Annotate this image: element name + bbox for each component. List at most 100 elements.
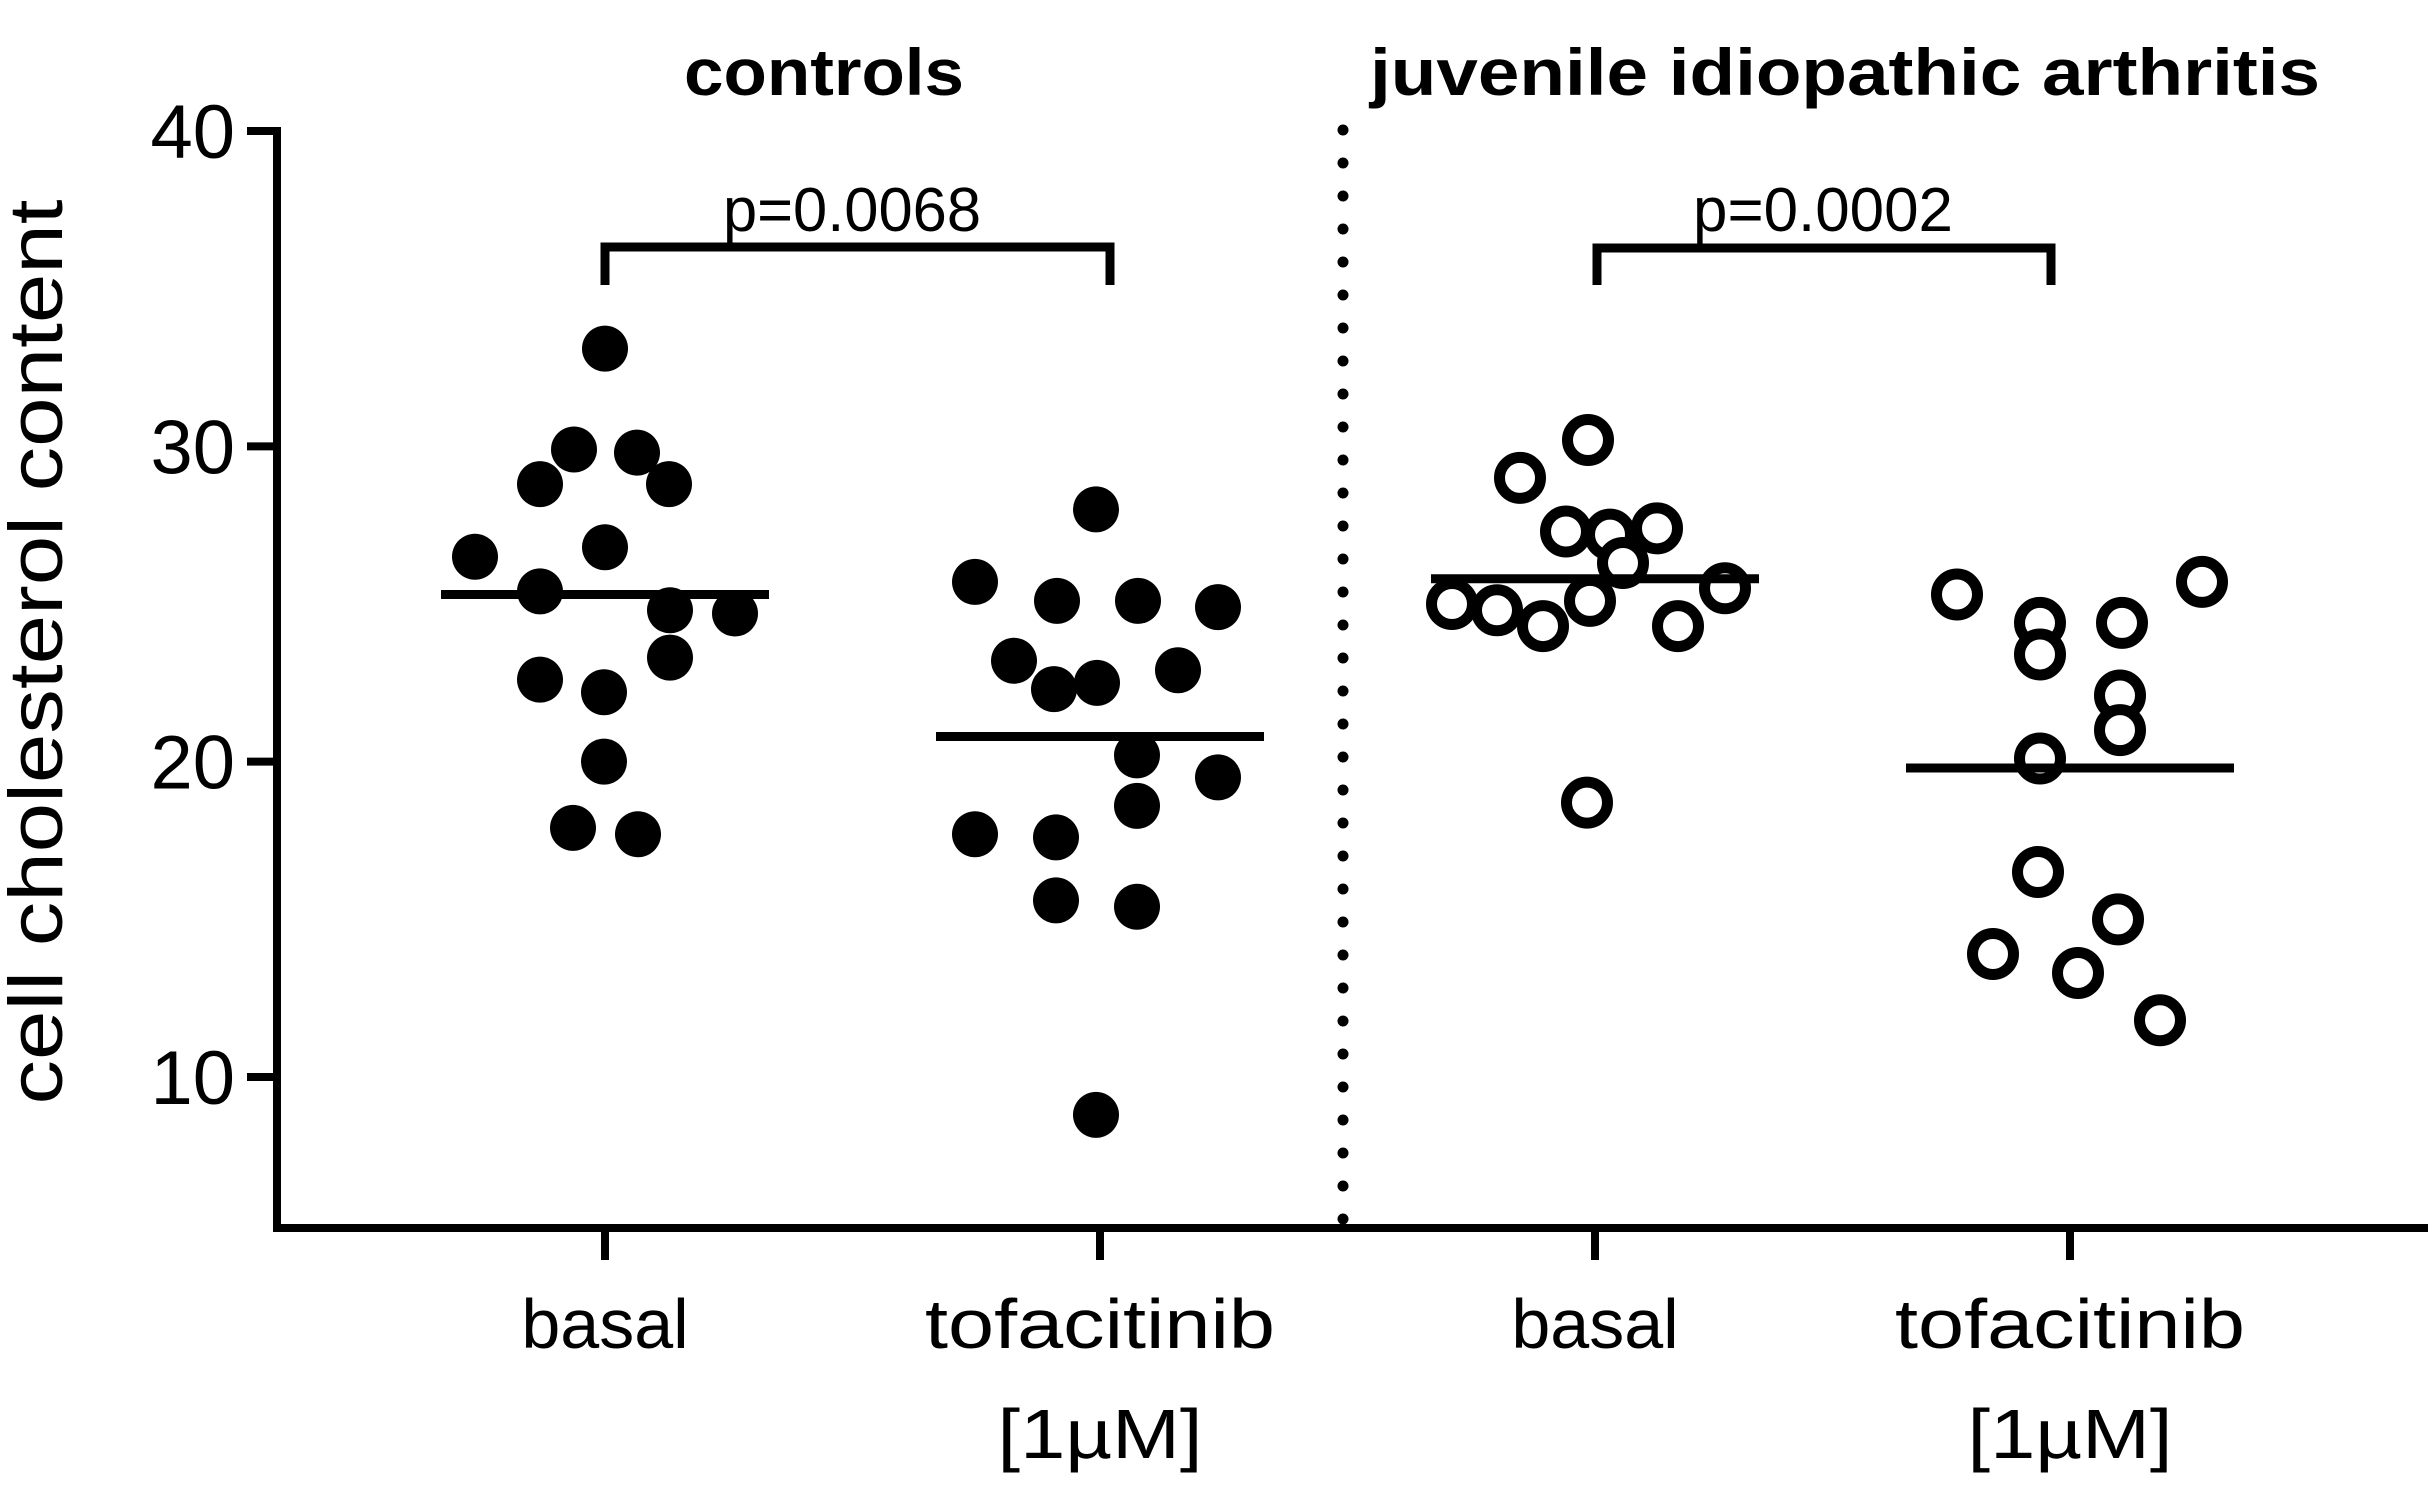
separator-dot — [1337, 817, 1349, 829]
data-point-filled — [1114, 883, 1160, 930]
separator-dot — [1337, 784, 1349, 796]
data-point-filled — [1195, 584, 1241, 631]
data-point-open — [1564, 574, 1616, 627]
data-point-filled — [581, 669, 627, 716]
separator-dot — [1337, 718, 1349, 730]
data-point-open — [2052, 946, 2104, 999]
panel-title-jia: juvenile idiopathic arthritis — [1368, 35, 2320, 109]
data-point-open — [2096, 596, 2148, 649]
separator-dot — [1337, 322, 1349, 334]
data-point-filled — [1195, 754, 1241, 801]
data-point-filled — [517, 461, 563, 508]
separator-dot — [1337, 1114, 1349, 1126]
data-point-open — [1967, 928, 2019, 981]
separator-dot — [1337, 1081, 1349, 1093]
data-point-filled — [952, 558, 998, 605]
data-point-filled — [647, 634, 693, 681]
data-point-filled — [1073, 1091, 1119, 1138]
data-point-open — [1561, 776, 1613, 829]
separator-dot — [1337, 619, 1349, 631]
data-point-filled — [1031, 666, 1077, 713]
data-point-open — [1426, 578, 1478, 630]
data-point-open — [2176, 555, 2228, 608]
x-axis-label: basal — [1511, 1285, 1678, 1363]
data-point-filled — [615, 811, 661, 858]
separator-dot — [1337, 1213, 1349, 1225]
y-tick-label: 30 — [150, 405, 235, 490]
panel-title-controls: controls — [684, 35, 964, 109]
data-point-open — [1631, 502, 1683, 555]
data-point-filled — [550, 804, 596, 851]
x-axis-labels: basal tofacitinib [1µM] basal tofacitinib [1µ… — [521, 1285, 2245, 1473]
data-point-filled — [582, 325, 628, 372]
data-point-filled — [646, 461, 692, 508]
y-tick-label: 20 — [150, 721, 235, 806]
data-point-open — [2092, 893, 2144, 946]
data-point-open — [1540, 505, 1592, 558]
separator-dot — [1337, 850, 1349, 862]
pvalue-label-controls: p=0.0068 — [723, 176, 981, 245]
separator-dot — [1337, 1015, 1349, 1027]
separator-dot — [1337, 1048, 1349, 1060]
x-axis-label: basal — [521, 1285, 688, 1363]
data-point-filled — [1074, 659, 1120, 706]
mean-lines — [441, 574, 2234, 773]
data-point-filled — [517, 656, 563, 703]
data-point-open — [1597, 537, 1649, 590]
separator-dot — [1337, 388, 1349, 400]
data-point-open — [1562, 414, 1614, 467]
data-point-open — [1699, 562, 1751, 615]
data-point-filled — [1114, 782, 1160, 829]
data-point-filled — [1033, 877, 1079, 924]
y-tick-label: 40 — [150, 90, 235, 175]
data-point-filled — [452, 533, 498, 580]
data-point-filled — [712, 590, 758, 637]
separator-dot — [1337, 751, 1349, 763]
y-axis-title: cell cholesterol content — [0, 199, 79, 1104]
separator-dot — [1337, 1180, 1349, 1192]
significance-bracket-controls — [600, 242, 1115, 285]
separator-dot — [1337, 685, 1349, 697]
x-axis-ticks — [601, 1228, 2074, 1260]
data-point-open — [2094, 704, 2146, 757]
data-point-open — [2134, 994, 2186, 1047]
data-point-open — [2014, 732, 2066, 785]
separator-dot — [1337, 454, 1349, 466]
data-point-open — [1931, 568, 1983, 621]
separator-dot — [1337, 652, 1349, 664]
separator-dot — [1337, 916, 1349, 928]
x-axis-sublabel: [1µM] — [998, 1395, 1203, 1473]
panel-separator-dotted-line — [1337, 124, 1349, 1225]
significance-bracket-jia — [1592, 243, 2056, 285]
separator-dot — [1337, 421, 1349, 433]
data-point-filled — [614, 429, 660, 476]
data-point-filled — [1115, 577, 1161, 624]
separator-dot — [1337, 982, 1349, 994]
separator-dot — [1337, 487, 1349, 499]
data-point-open — [1471, 584, 1523, 637]
x-axis-label: tofacitinib — [1895, 1285, 2245, 1363]
separator-dot — [1337, 883, 1349, 895]
separator-dot — [1337, 190, 1349, 202]
data-point-filled — [551, 426, 597, 473]
separator-dot — [1337, 124, 1349, 136]
data-point-filled — [991, 637, 1037, 684]
separator-dot — [1337, 520, 1349, 532]
separator-dot — [1337, 256, 1349, 268]
data-point-filled — [1034, 577, 1080, 624]
separator-dot — [1337, 553, 1349, 565]
data-point-filled — [581, 738, 627, 785]
pvalue-label-jia: p=0.0002 — [1693, 176, 1953, 245]
data-points — [452, 325, 2228, 1138]
y-axis-ticks: 40 30 20 10 — [150, 90, 277, 1121]
data-point-filled — [582, 524, 628, 571]
data-point-filled — [1114, 732, 1160, 779]
y-tick-label: 10 — [150, 1036, 235, 1121]
data-point-open — [1517, 600, 1569, 653]
data-point-open — [2012, 846, 2064, 899]
separator-dot — [1337, 949, 1349, 961]
x-axis-label: tofacitinib — [925, 1285, 1275, 1363]
separator-dot — [1337, 223, 1349, 235]
